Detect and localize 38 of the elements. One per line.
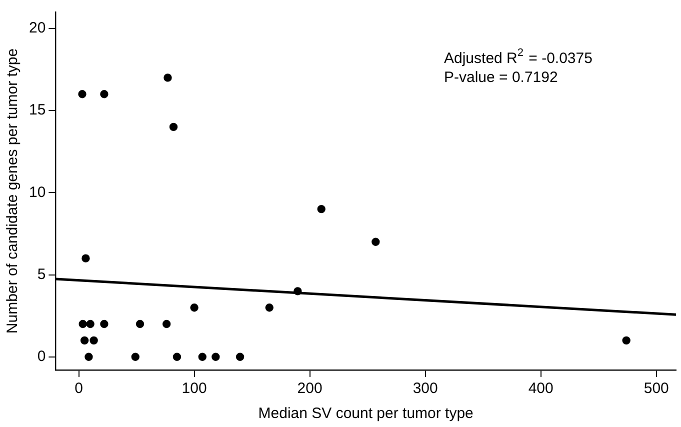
- point: [82, 254, 90, 262]
- x-tick-label: 400: [528, 380, 554, 398]
- x-tick-label: 500: [644, 380, 669, 398]
- point: [169, 122, 178, 132]
- x-tick-label: 200: [297, 380, 322, 398]
- point: [78, 320, 87, 328]
- point: [136, 320, 144, 328]
- point: [164, 74, 172, 82]
- x-tick-label: 100: [182, 380, 207, 398]
- point: [212, 352, 220, 361]
- x-axis-title: Median SV count per tumor type: [258, 405, 474, 422]
- point: [372, 238, 380, 246]
- y-tick-label: 0: [37, 348, 46, 366]
- point: [622, 336, 630, 345]
- x-tick-label: 0: [74, 380, 83, 398]
- y-tick-label: 20: [28, 20, 46, 37]
- point: [198, 352, 206, 361]
- point: [86, 320, 94, 328]
- point: [80, 336, 89, 345]
- point: [100, 90, 108, 98]
- point: [317, 204, 326, 214]
- x-tick-label: 300: [412, 380, 438, 398]
- y-axis-title: Number of candidate genes per tumor type: [4, 48, 22, 334]
- point: [90, 336, 98, 345]
- point: [162, 320, 171, 328]
- point: [172, 352, 182, 361]
- point: [100, 320, 108, 328]
- y-tick-label: 10: [28, 184, 46, 201]
- point: [236, 352, 244, 361]
- y-tick-label: 5: [37, 266, 46, 283]
- point: [131, 352, 140, 361]
- point: [294, 287, 302, 296]
- y-tick-label: 15: [28, 102, 46, 119]
- point: [190, 303, 198, 312]
- point: [78, 90, 86, 98]
- point: [84, 352, 93, 361]
- annotation: P-value = 0.7192: [444, 69, 558, 86]
- point: [265, 303, 274, 312]
